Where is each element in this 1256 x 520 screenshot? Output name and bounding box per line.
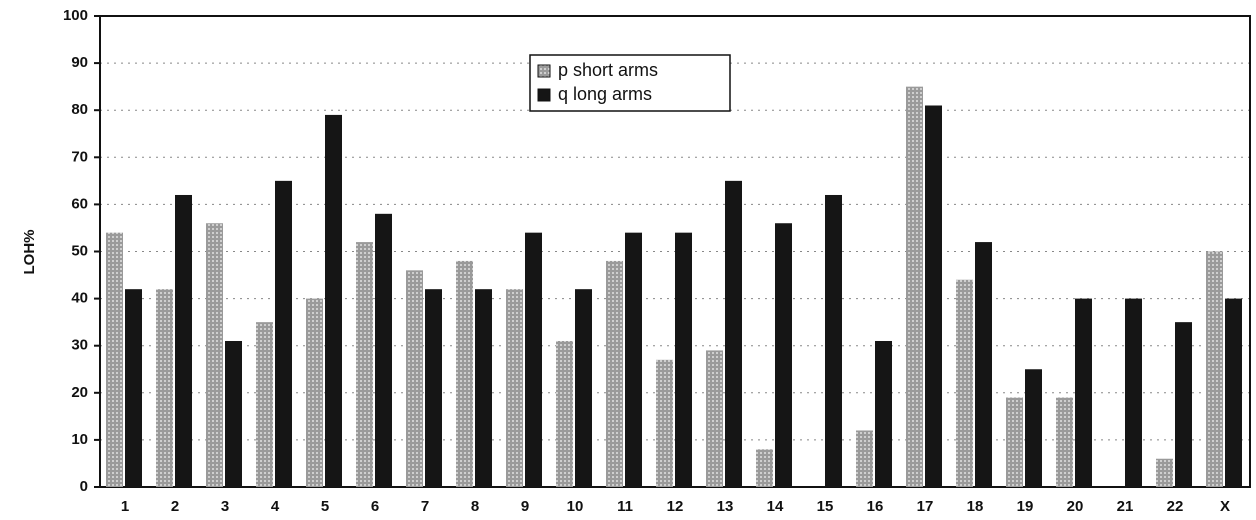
y-tick-label: 90: [71, 54, 88, 71]
y-tick-label: 50: [71, 242, 88, 259]
x-tick-label: 1: [121, 498, 129, 515]
bar: [575, 289, 592, 487]
bar: [156, 289, 173, 487]
x-tick-label: 2: [171, 498, 179, 515]
legend-label: p short arms: [558, 60, 658, 80]
x-tick-label: 7: [421, 498, 429, 515]
bar: [306, 298, 323, 487]
bar: [856, 430, 873, 487]
x-tick-label: 18: [967, 498, 984, 515]
legend-swatch: [537, 88, 551, 102]
legend-swatch: [537, 64, 551, 78]
bar: [1225, 298, 1242, 487]
x-tick-label: 17: [917, 498, 934, 515]
y-tick-label: 70: [71, 148, 88, 165]
x-tick-label: 19: [1017, 498, 1034, 515]
bar: [225, 340, 242, 487]
bar: [325, 114, 342, 487]
bar: [556, 340, 573, 487]
bar: [1175, 322, 1192, 487]
y-tick-label: 60: [71, 195, 88, 212]
bar: [1025, 369, 1042, 487]
x-tick-label: 13: [717, 498, 734, 515]
bar: [956, 279, 973, 487]
legend-box: [529, 54, 731, 112]
bar: [725, 180, 742, 487]
bar: [475, 289, 492, 487]
x-tick-label: 6: [371, 498, 379, 515]
y-tick-label: 100: [63, 7, 88, 24]
bar: [1156, 458, 1173, 487]
x-tick-label: 8: [471, 498, 479, 515]
bar: [706, 350, 723, 487]
x-tick-label: 11: [617, 498, 633, 515]
bar: [375, 213, 392, 487]
x-tick-label: 20: [1067, 498, 1084, 515]
bar: [175, 194, 192, 488]
x-tick-label: 9: [521, 498, 529, 515]
legend-label: q long arms: [558, 84, 652, 104]
bar: [125, 289, 142, 487]
x-tick-label: X: [1220, 498, 1230, 515]
bar: [606, 260, 623, 487]
bar: [1056, 397, 1073, 487]
bar: [975, 242, 992, 487]
bar: [925, 105, 942, 488]
bar: [356, 242, 373, 487]
bar: [1125, 298, 1142, 487]
y-tick-label: 20: [71, 384, 88, 401]
bar: [456, 260, 473, 487]
x-tick-label: 5: [321, 498, 329, 515]
bar: [825, 194, 842, 488]
y-tick-label: 10: [71, 431, 88, 448]
bar: [256, 322, 273, 487]
y-axis-label: LOH%: [21, 230, 38, 275]
bar: [656, 359, 673, 487]
x-tick-label: 14: [767, 498, 784, 515]
x-tick-label: 22: [1167, 498, 1184, 515]
y-tick-label: 40: [71, 290, 88, 307]
x-tick-label: 15: [817, 498, 834, 515]
bar: [1206, 251, 1223, 487]
bar: [625, 232, 642, 487]
bar: [106, 232, 123, 487]
bar: [1006, 397, 1023, 487]
x-tick-label: 4: [271, 498, 280, 515]
bar: [206, 223, 223, 488]
bar: [756, 449, 773, 487]
x-tick-label: 21: [1117, 498, 1134, 515]
x-tick-label: 3: [221, 498, 229, 515]
y-tick-label: 0: [80, 478, 88, 495]
bar: [425, 289, 442, 487]
bar: [675, 232, 692, 487]
bar: [275, 180, 292, 487]
x-tick-label: 10: [567, 498, 584, 515]
bar: [525, 232, 542, 487]
x-tick-label: 16: [867, 498, 884, 515]
y-tick-label: 30: [71, 337, 88, 354]
bar: [875, 340, 892, 487]
bar: [775, 223, 792, 488]
bar: [906, 86, 923, 488]
y-tick-label: 80: [71, 101, 88, 118]
x-tick-label: 12: [667, 498, 684, 515]
bar: [1075, 298, 1092, 487]
bar: [406, 270, 423, 487]
bar: [506, 289, 523, 487]
